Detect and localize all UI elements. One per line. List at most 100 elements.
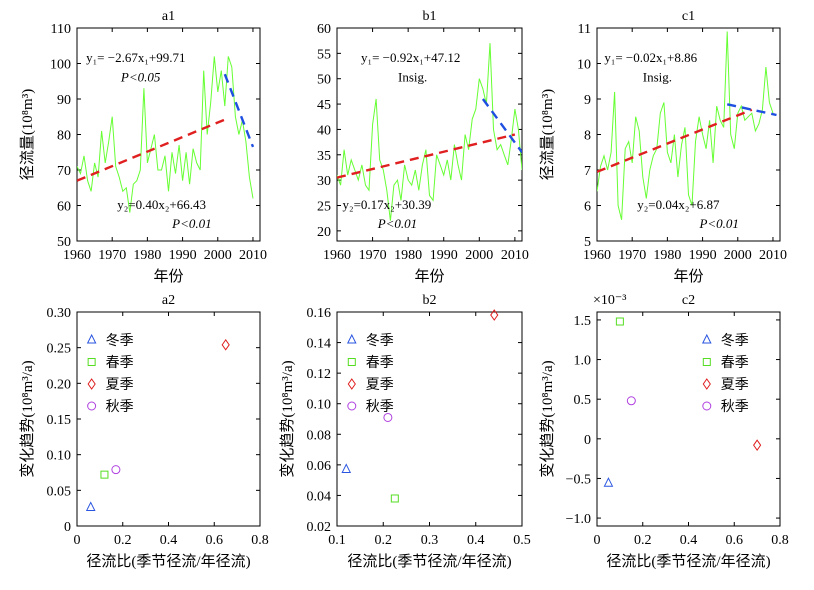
- x-tick-label: 1960: [583, 248, 611, 263]
- legend-label: 秋季: [721, 399, 749, 415]
- x-tick-label: 1980: [133, 248, 161, 263]
- panel-b1: b1 1960 1970 1980 1990 2000 2010 20 25 30 35 40 45 50…: [317, 9, 529, 285]
- regression-annotation: P<0.01: [171, 216, 211, 231]
- x-tick-label: 0.2: [375, 533, 393, 548]
- x-tick-label: 0.2: [114, 533, 132, 548]
- regression-annotation: y₂=0.40x₂+66.43: [117, 197, 206, 212]
- x-tick-label: 1970: [98, 248, 126, 263]
- x-tick-label: 2000: [465, 248, 493, 263]
- x-tick-label: 1980: [394, 248, 422, 263]
- y-tick-label: 0.06: [307, 459, 332, 474]
- data-point-circle: [111, 465, 121, 475]
- legend-label: 夏季: [721, 377, 749, 393]
- runoff-series-line: [597, 31, 774, 220]
- trend-line-blue: [481, 98, 522, 154]
- runoff-series-line: [337, 43, 522, 221]
- y-axis-label-a2: 变化趋势(10⁸m³/a): [19, 360, 36, 477]
- x-axis-label-b1: 年份: [414, 268, 444, 285]
- legend-marker: [87, 401, 97, 411]
- y-tick-label: 0.25: [47, 342, 72, 357]
- regression-annotation: y₁= −2.67x₁+99.71: [86, 50, 185, 65]
- y-tick-label: 0: [64, 520, 71, 535]
- x-tick-label: 1990: [430, 248, 458, 263]
- regression-annotation: y₂=0.17x₂+30.39: [343, 197, 432, 212]
- regression-annotation: Insig.: [398, 69, 427, 84]
- y-tick-label: 0.15: [47, 413, 72, 428]
- x-tick-label: 1960: [323, 248, 351, 263]
- legend-marker: [702, 378, 711, 390]
- x-tick-label: 1980: [653, 248, 681, 263]
- y-tick-label: 9: [584, 93, 591, 108]
- x-tick-label: 0: [74, 533, 81, 548]
- data-point-diamond: [221, 338, 230, 351]
- x-tick-label: 0.5: [513, 533, 531, 548]
- y-tick-label: 100: [50, 58, 71, 73]
- x-tick-label: 1970: [359, 248, 387, 263]
- panel-title-a2: a2: [162, 293, 175, 308]
- x-axis-label-b2: 径流比(季节径流/年径流): [347, 553, 511, 570]
- x-tick-label: 1970: [618, 248, 646, 263]
- y-axis-label-a1: 径流量(10⁸m³): [19, 89, 36, 180]
- data-point-circle: [626, 396, 636, 406]
- x-axis-label-a1: 年份: [153, 268, 183, 285]
- y-tick-label: 0.16: [307, 306, 332, 321]
- y-tick-label: 0.10: [47, 449, 72, 464]
- y-tick-label: 60: [57, 200, 71, 215]
- y-tick-label: 110: [51, 22, 71, 37]
- y-axis-label-c1: 径流量(10⁸m³): [539, 89, 556, 180]
- y-tick-label: 0.14: [307, 337, 332, 352]
- y-tick-label: 0.05: [47, 484, 72, 499]
- x-axis-label-a2: 径流比(季节径流/年径流): [86, 553, 250, 570]
- x-tick-label: 2010: [239, 248, 267, 263]
- y-tick-label: 80: [57, 129, 71, 144]
- legend-marker: [87, 358, 96, 366]
- data-point-circle: [383, 412, 393, 422]
- regression-annotation: y₁= −0.02x₁+8.86: [604, 50, 697, 65]
- panel-b2: b2 0.1 0.2 0.3 0.4 0.5 0.02 0.04 0.06 0.08 0.10 0.1…: [279, 293, 531, 570]
- y-tick-label: 50: [57, 235, 71, 250]
- y-tick-label: 11: [578, 22, 591, 37]
- trend-line-blue: [726, 103, 777, 117]
- y-axis-label-b2: 变化趋势(10⁸m³/a): [279, 360, 296, 477]
- legend-marker: [347, 401, 357, 411]
- regression-annotation: y₁= −0.92x₁+47.12: [361, 50, 460, 65]
- regression-annotation: P<0.01: [698, 216, 738, 231]
- legend-label: 春季: [106, 355, 134, 371]
- y-tick-label: 0.08: [307, 428, 332, 443]
- y-tick-label: 1.5: [574, 314, 592, 329]
- legend-label: 秋季: [366, 399, 394, 415]
- y-tick-label: 0: [584, 433, 591, 448]
- data-point-diamond: [490, 309, 499, 321]
- x-tick-label: 0.4: [467, 533, 485, 548]
- y-tick-label: 6: [584, 200, 591, 215]
- legend-label: 夏季: [106, 377, 134, 393]
- x-tick-label: 2010: [759, 248, 787, 263]
- trend-line-blue: [223, 73, 255, 148]
- regression-annotation: y₂=0.04x₂+6.87: [637, 197, 720, 212]
- y-tick-label: 1.0: [574, 354, 592, 369]
- data-point-diamond: [753, 439, 762, 452]
- data-point-triangle: [341, 463, 352, 473]
- y-tick-label: −0.5: [566, 472, 591, 487]
- panel-title-b1: b1: [423, 9, 437, 24]
- y-axis-label-c2: 变化趋势(10⁸m³/a): [539, 360, 556, 477]
- panel-title-b2: b2: [423, 293, 437, 308]
- legend-label: 春季: [721, 355, 749, 371]
- legend-label: 夏季: [366, 377, 394, 393]
- y-tick-label: 8: [584, 129, 591, 144]
- y-tick-label: 5: [584, 235, 591, 250]
- panel-title-c2: c2: [682, 293, 695, 308]
- y-tick-label: 10: [577, 58, 591, 73]
- x-tick-label: 0.2: [634, 533, 652, 548]
- y-tick-label: 55: [317, 47, 331, 62]
- legend-marker: [347, 358, 356, 366]
- y-tick-label: 0.12: [307, 367, 332, 382]
- legend-marker: [702, 358, 711, 366]
- y-scale-note: ×10⁻³: [593, 293, 626, 308]
- x-tick-label: 2000: [724, 248, 752, 263]
- axes-box-a2: [76, 311, 261, 527]
- y-tick-label: 0.5: [574, 393, 592, 408]
- y-tick-label: 20: [317, 225, 331, 240]
- y-tick-label: 0.04: [307, 489, 332, 504]
